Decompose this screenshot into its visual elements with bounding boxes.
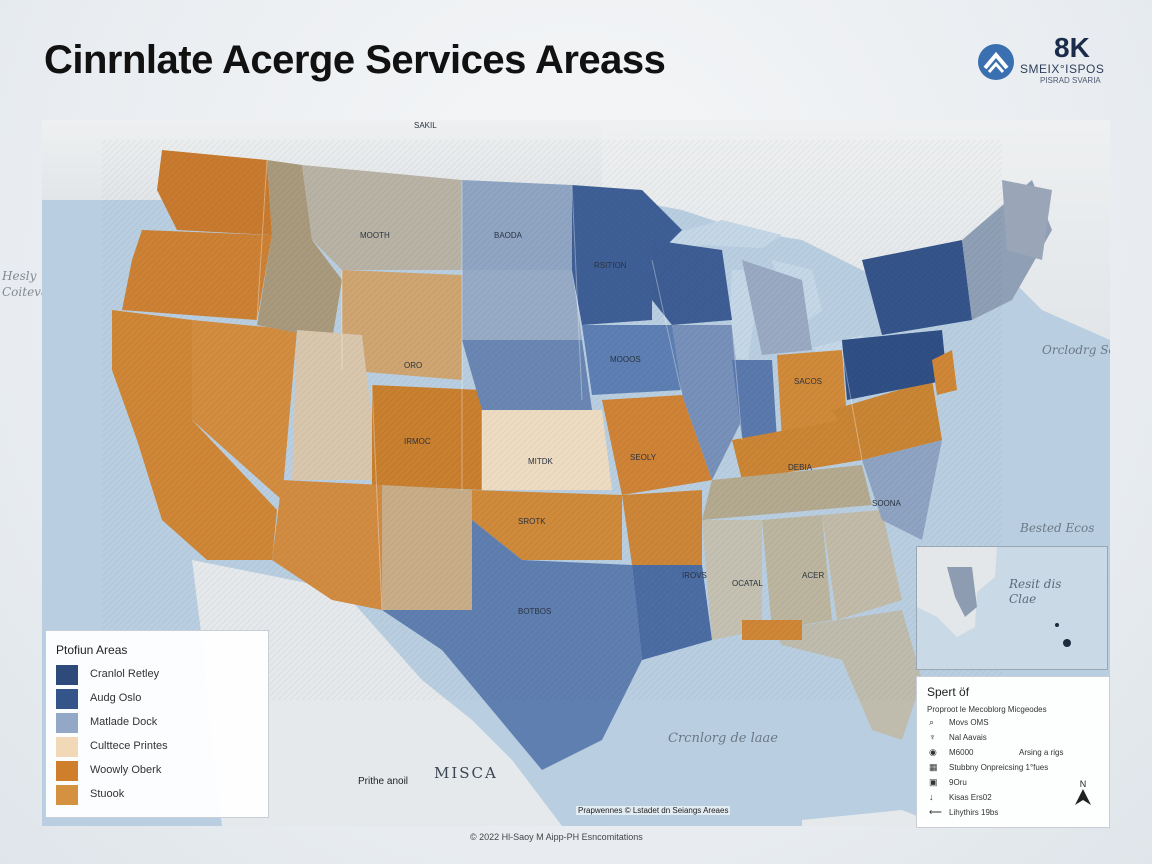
us-map: SAKIL MOOTH BAODA RSITION MOOOS ORO SACO… xyxy=(42,120,1110,826)
inset-map-graphic xyxy=(917,547,1071,647)
label-oro: ORO xyxy=(404,361,422,370)
label-mooo: MOOOS xyxy=(610,355,641,364)
label-misca: MISCA xyxy=(434,764,498,782)
inset-map[interactable]: Resit dis Clae xyxy=(916,546,1108,670)
grid-icon: ▦ xyxy=(929,762,938,772)
legend-item: Matlade Dock xyxy=(56,713,256,733)
building-icon: ▣ xyxy=(929,777,938,787)
key-row-extra: Arsing a rigs xyxy=(1019,748,1064,757)
pin-icon: ◉ xyxy=(929,747,937,757)
label-saco: SACOS xyxy=(794,377,822,386)
key-row-label: M6000 xyxy=(949,748,974,757)
florida-cuba xyxy=(802,810,942,826)
key-row: ▣ 9Oru xyxy=(929,777,1105,791)
label-sroto: SROTK xyxy=(518,517,546,526)
label-rotin: RSITION xyxy=(594,261,627,270)
legend-item: Cranlol Retley xyxy=(56,665,256,685)
legend-label: Culttece Printes xyxy=(90,740,168,752)
label-acer: ACER xyxy=(802,571,824,580)
label-right-ocean: Orclodrg Sefob xyxy=(1042,343,1110,357)
logo-subtext: SMEIX°ISPOS xyxy=(1020,62,1105,76)
legend-label: Cranlol Retley xyxy=(90,668,160,680)
key-row: ↓ Kisas Ers02 xyxy=(929,792,1105,806)
arrow-icon: ↓ xyxy=(929,792,934,802)
region-labels: SAKIL MOOTH BAODA RSITION MOOOS ORO SACO… xyxy=(360,121,902,616)
legend-swatch xyxy=(56,665,78,685)
north-arrow: N xyxy=(1073,779,1093,809)
key-row-label: Movs OMS xyxy=(949,718,989,727)
legend-panel: Ptofiun Areas Cranlol Retley Audg Oslo M… xyxy=(45,630,269,818)
terrain-texture xyxy=(102,140,1002,700)
page-title: Cinrnlate Acerge Services Areass xyxy=(44,38,666,82)
legend-swatch xyxy=(56,689,78,709)
key-row-label: Lihythirs 19bs xyxy=(949,808,999,817)
label-seol: SEOLY xyxy=(630,453,657,462)
legend-swatch xyxy=(56,785,78,805)
label-baoda: BAODA xyxy=(494,231,523,240)
footer-copyright: © 2022 Hl-Saoy M Aipp-PH Esncomitations xyxy=(470,832,643,842)
label-bested: Bested Ecos xyxy=(1019,521,1094,535)
north-arrow-icon xyxy=(1075,789,1091,805)
key-row-label: Nal Aavais xyxy=(949,733,987,742)
label-mooth: MOOTH xyxy=(360,231,390,240)
legend-label: Matlade Dock xyxy=(90,716,158,728)
legend-item: Culttece Printes xyxy=(56,737,256,757)
logo-text: 8K xyxy=(1054,32,1090,63)
key-row-label: Kisas Ers02 xyxy=(949,793,992,802)
legend-label: Audg Oslo xyxy=(90,692,142,704)
north-label: N xyxy=(1079,779,1087,789)
legend-item: Audg Oslo xyxy=(56,689,256,709)
map-credit: Prapwennes © Lstadet dn Seiangs Areaes xyxy=(576,806,731,815)
label-deba: DEBIA xyxy=(788,463,813,472)
person-icon: ♆ xyxy=(929,732,936,742)
label-gulf: Crcnlorg de laae xyxy=(668,731,778,746)
chevron-logo-icon xyxy=(978,44,1014,80)
search-icon: ⌕ xyxy=(929,717,935,727)
label-irova: IROVS xyxy=(682,571,707,580)
legend-swatch xyxy=(56,737,78,757)
key-row: ⌕ Movs OMS xyxy=(929,717,1105,731)
key-row: ♆ Nal Aavais xyxy=(929,732,1105,746)
key-title: Spert öf xyxy=(927,685,970,699)
key-row: ◉ M6000 Arsing a rigs xyxy=(929,747,1105,761)
legend-label: Woowly Oberk xyxy=(90,764,162,776)
key-row: ⟵ Lihythirs 19bs xyxy=(929,807,1105,821)
legend-swatch xyxy=(56,761,78,781)
label-botdo: BOTBOS xyxy=(518,607,551,616)
legend-label: Stuook xyxy=(90,788,125,800)
brand-logo: 8K SMEIX°ISPOS PISRAD SVARIA xyxy=(976,32,1126,92)
map-key-panel: Spert öf Proproot le Mecoblorg Micgeodes… xyxy=(916,676,1110,828)
key-row-label: Stubbny Onpreicsing 1°fues xyxy=(949,763,1049,772)
label-pritt: Prithe anoil xyxy=(358,776,408,787)
legend-swatch xyxy=(56,713,78,733)
line-icon: ⟵ xyxy=(929,807,942,817)
label-irmo: IRMOC xyxy=(404,437,431,446)
legend-item: Woowly Oberk xyxy=(56,761,256,781)
logo-tagline: PISRAD SVARIA xyxy=(1040,76,1101,85)
label-top: SAKIL xyxy=(414,121,437,130)
state-borders xyxy=(256,159,863,611)
legend-title: Ptofiun Areas xyxy=(56,643,128,657)
ocean-label-west: Hesly Coiteval xyxy=(2,269,52,299)
label-mitdk: MITDK xyxy=(528,457,554,466)
key-row-label: 9Oru xyxy=(949,778,967,787)
map-canvas[interactable]: SAKIL MOOTH BAODA RSITION MOOOS ORO SACO… xyxy=(42,120,1110,826)
label-ocata: OCATAL xyxy=(732,579,763,588)
legend-item: Stuook xyxy=(56,785,256,805)
label-soona: SOONA xyxy=(872,499,902,508)
key-subtitle: Proproot le Mecoblorg Micgeodes xyxy=(927,705,1047,714)
region-maine xyxy=(1002,180,1052,260)
inset-label: Resit dis Clae xyxy=(1009,577,1062,606)
key-row: ▦ Stubbny Onpreicsing 1°fues xyxy=(929,762,1105,776)
